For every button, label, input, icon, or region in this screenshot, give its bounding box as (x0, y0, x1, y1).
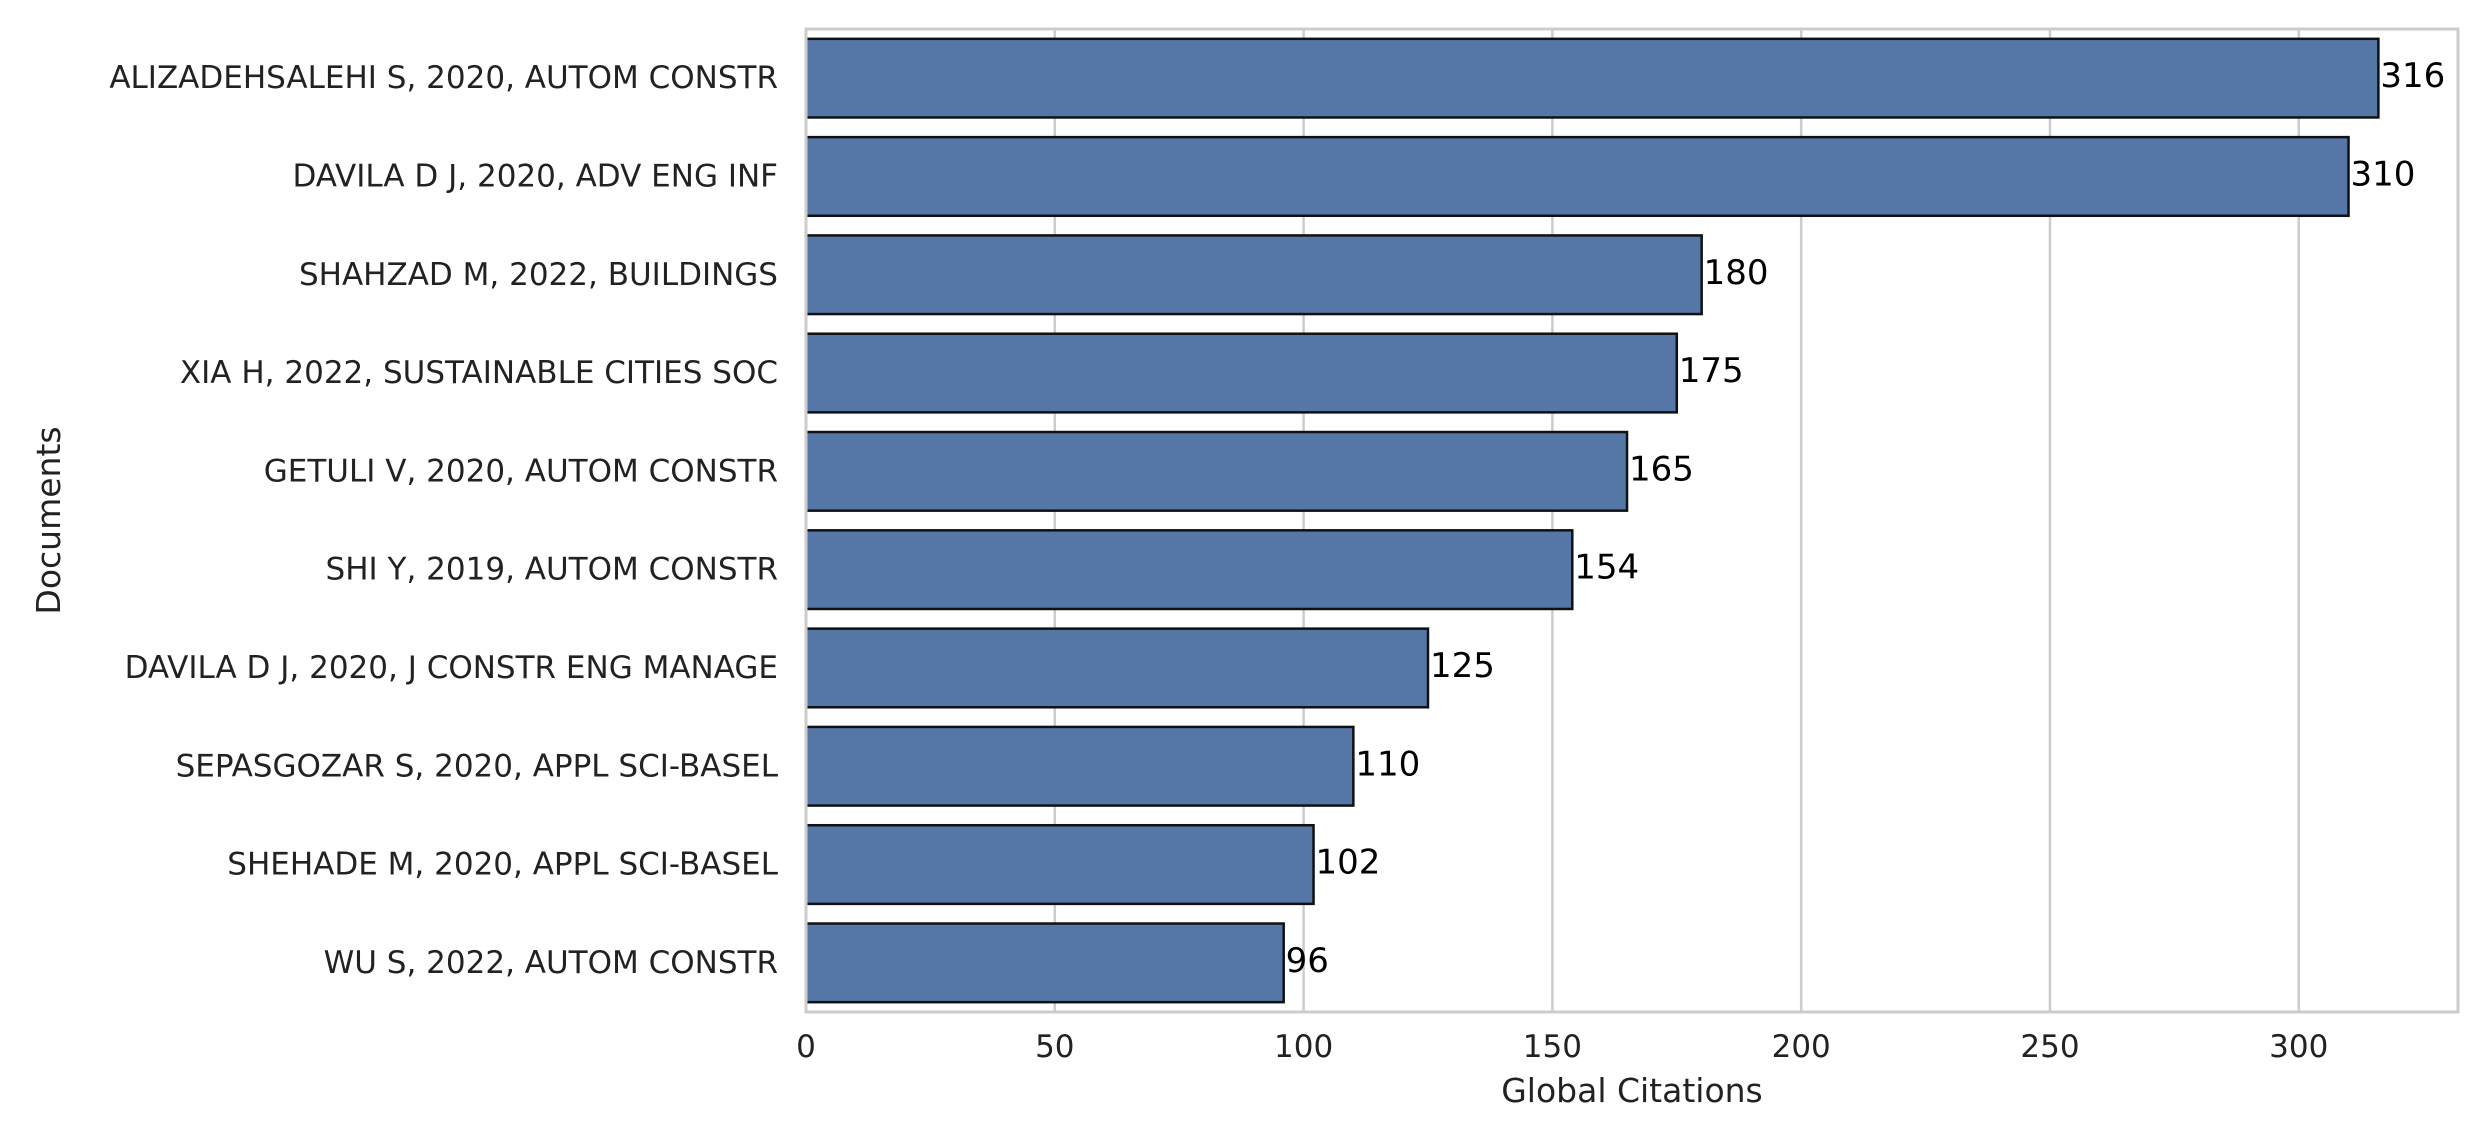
plot-frame (804, 27, 2460, 1014)
bar (804, 725, 1355, 807)
category-label: DAVILA D J, 2020, ADV ENG INF (292, 158, 778, 194)
category-label: GETULI V, 2020, AUTOM CONSTR (264, 453, 778, 489)
x-tick-label: 100 (1274, 1029, 1333, 1065)
data-label: 180 (1704, 253, 1769, 293)
data-label: 102 (1316, 843, 1381, 883)
data-label: 175 (1679, 351, 1744, 391)
category-label: DAVILA D J, 2020, J CONSTR ENG MANAGE (125, 650, 778, 686)
data-label: 165 (1629, 449, 1694, 489)
x-tick-label: 50 (1035, 1029, 1074, 1065)
bar (804, 529, 1574, 611)
bar (804, 430, 1629, 512)
x-tick-label: 300 (2269, 1029, 2328, 1065)
x-tick-label: 0 (796, 1029, 816, 1065)
category-labels: ALIZADEHSALEHI S, 2020, AUTOM CONSTR DAVI… (109, 60, 778, 981)
x-tick-labels: 0 50 100 150 200 250 300 (796, 1029, 2328, 1065)
data-label: 110 (1355, 744, 1420, 784)
y-axis-title: Documents (29, 426, 68, 614)
data-label: 310 (2351, 154, 2416, 194)
bar (804, 135, 2350, 218)
value-labels: 316 310 180 175 165 154 125 110 102 96 (1286, 56, 2446, 981)
bars (804, 37, 2380, 1004)
x-tick-label: 150 (1523, 1029, 1582, 1065)
bar (804, 332, 1679, 414)
x-tick-label: 250 (2020, 1029, 2079, 1065)
x-tick-label: 200 (1772, 1029, 1831, 1065)
category-label: SEPASGOZAR S, 2020, APPL SCI-BASEL (176, 748, 779, 784)
data-label: 125 (1430, 646, 1495, 686)
x-axis-title: Global Citations (1501, 1071, 1763, 1110)
data-label: 96 (1286, 941, 1329, 981)
category-label: SHAHZAD M, 2022, BUILDINGS (299, 257, 778, 293)
category-label: XIA H, 2022, SUSTAINABLE CITIES SOC (180, 355, 778, 391)
category-label: WU S, 2022, AUTOM CONSTR (324, 945, 778, 981)
data-label: 316 (2380, 56, 2445, 96)
category-label: SHEHADE M, 2020, APPL SCI-BASEL (227, 847, 778, 883)
data-label: 154 (1574, 548, 1639, 588)
bar (804, 627, 1430, 709)
bar (804, 37, 2380, 119)
bar (804, 922, 1285, 1004)
bar (804, 823, 1315, 906)
category-label: ALIZADEHSALEHI S, 2020, AUTOM CONSTR (109, 60, 778, 96)
category-label: SHI Y, 2019, AUTOM CONSTR (326, 552, 778, 588)
bar (804, 234, 1703, 316)
